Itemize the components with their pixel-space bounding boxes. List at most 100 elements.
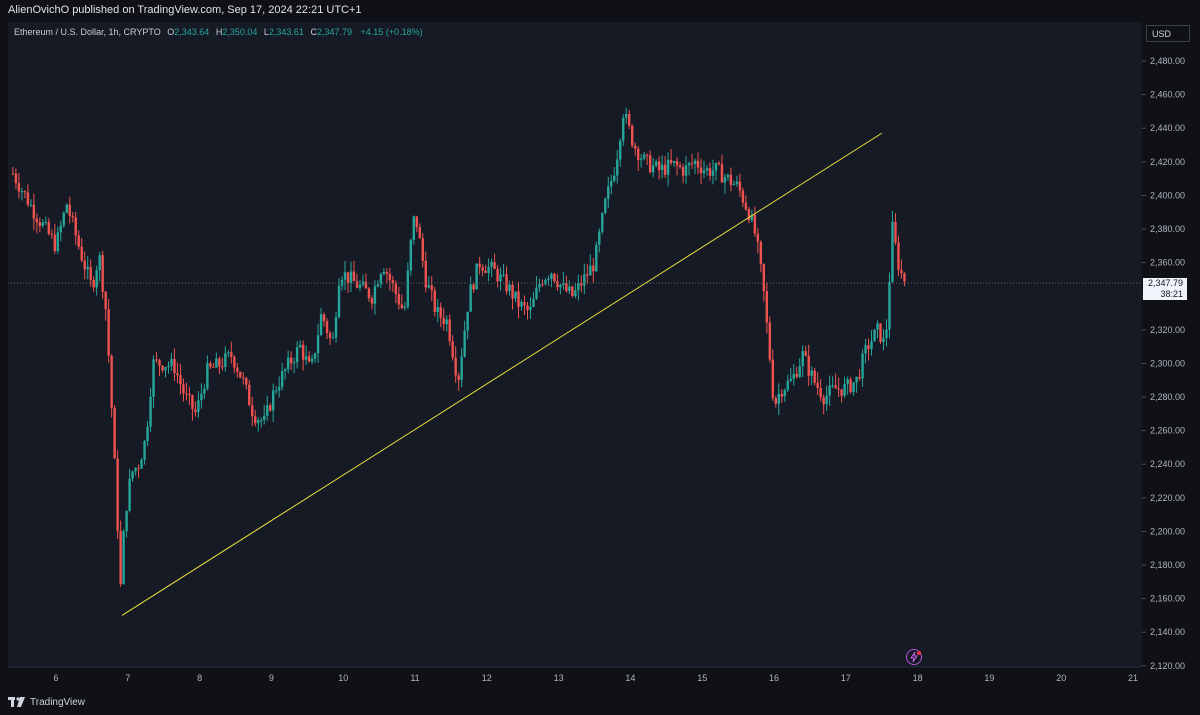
candle-body: [20, 191, 24, 193]
candle-body: [409, 239, 413, 271]
candle-body: [292, 362, 296, 364]
candle-body: [385, 271, 389, 274]
x-tick-label: 9: [269, 673, 274, 683]
candle-body: [466, 311, 469, 331]
candle-body: [888, 282, 891, 330]
candle-body: [107, 309, 110, 356]
candle-body: [352, 271, 356, 282]
candle-body: [496, 268, 499, 282]
candle-body: [622, 117, 625, 141]
candle-body: [562, 283, 565, 285]
candle-body: [406, 270, 410, 307]
candle-body: [340, 279, 344, 286]
candle-body: [266, 405, 269, 416]
candle-body: [798, 366, 801, 377]
candle-body: [625, 113, 628, 118]
candle-body: [616, 159, 619, 176]
last-price-value: 2,347.79: [1147, 278, 1183, 288]
symbol-label[interactable]: Ethereum / U.S. Dollar, 1h, CRYPTO: [14, 27, 161, 37]
candle-body: [475, 263, 478, 290]
candle-body: [577, 282, 580, 291]
candle-body: [493, 262, 496, 269]
candle-body: [373, 286, 377, 304]
candle-body: [574, 290, 577, 297]
candle-body: [230, 352, 233, 357]
candle-body: [681, 167, 685, 176]
candle-body: [397, 293, 401, 305]
candle-body: [215, 358, 218, 368]
candle-body: [44, 221, 48, 223]
candle-body: [642, 154, 646, 159]
currency-button[interactable]: USD: [1146, 25, 1190, 42]
candle-body: [589, 265, 592, 276]
candle-body: [415, 216, 418, 228]
x-tick-label: 15: [697, 673, 707, 683]
candle-body: [550, 273, 553, 279]
trendline-layer: [8, 132, 1142, 616]
candle-body: [720, 164, 724, 183]
candle-body: [269, 405, 272, 411]
candle-body: [897, 242, 900, 270]
candle-body: [182, 384, 185, 394]
candle-body: [286, 357, 290, 370]
candle-body: [346, 272, 350, 284]
candle-body: [412, 216, 416, 240]
candle-body: [633, 145, 637, 149]
x-tick-label: 11: [410, 673, 419, 683]
candle-body: [62, 212, 65, 226]
candle-body: [463, 330, 466, 357]
candle-body: [367, 288, 371, 299]
candle-body: [56, 232, 59, 251]
high-value: 2,350.04: [222, 27, 258, 37]
top-bar: AlienOvichO published on TradingView.com…: [0, 0, 1200, 20]
candle-body: [254, 416, 257, 424]
candle-body: [520, 302, 523, 307]
candle-body: [236, 367, 239, 372]
candle-body: [212, 366, 215, 368]
lightning-icon[interactable]: [906, 649, 922, 665]
candle-body: [672, 161, 676, 164]
candle-body: [876, 323, 879, 330]
candle-body: [855, 376, 858, 383]
candle-body: [711, 170, 715, 176]
candle-body: [879, 323, 882, 343]
candle-body: [176, 373, 179, 376]
candle-body: [38, 222, 42, 226]
candle-body: [813, 370, 816, 383]
candle-body: [708, 168, 712, 176]
candle-body: [547, 278, 550, 280]
candle-body: [867, 345, 870, 349]
candle-body: [125, 510, 128, 532]
candle-body: [65, 204, 68, 213]
candle-body: [828, 385, 831, 396]
candle-body: [227, 352, 230, 354]
candle-body: [604, 198, 607, 214]
candle-body: [203, 388, 206, 394]
plot-area[interactable]: [8, 22, 1142, 667]
candle-body: [714, 162, 718, 171]
candle-body: [283, 369, 287, 372]
y-tick-label: 2,240.00: [1150, 459, 1185, 469]
candle-body: [511, 284, 514, 299]
candle-body: [301, 344, 305, 360]
countdown-timer: 38:21: [1160, 289, 1183, 299]
x-tick-label: 7: [125, 673, 130, 683]
candle-body: [538, 283, 541, 288]
candle-body: [490, 262, 493, 267]
candle-body: [80, 246, 83, 261]
candle-body: [316, 335, 320, 354]
x-tick-label: 21: [1128, 673, 1138, 683]
candle-body: [403, 306, 407, 309]
candle-body: [119, 530, 122, 585]
candle-body: [801, 351, 804, 367]
candle-body: [376, 284, 380, 287]
candle-body: [693, 160, 697, 165]
candle-body: [313, 353, 317, 359]
candle-body: [319, 314, 323, 336]
candle-body: [14, 173, 18, 184]
candle-body: [619, 140, 622, 160]
price-axis[interactable]: [1142, 22, 1200, 690]
candle-body: [173, 359, 176, 374]
candle-body: [717, 162, 721, 165]
